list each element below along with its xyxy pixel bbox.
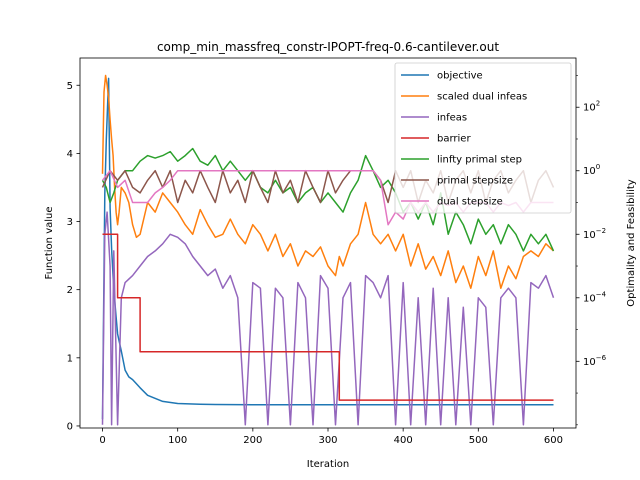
- y2-tick-exponent: 0: [596, 163, 600, 171]
- legend: objective scaled dual infeas infeas barrier…: [394, 62, 572, 214]
- legend-label-primal-stepsize: primal stepsize: [437, 176, 513, 187]
- y-axis-label: Function value: [44, 206, 55, 279]
- x-axis-label: Iteration: [307, 459, 349, 470]
- y2-tick-label: 10−4: [583, 290, 607, 304]
- x-axis: 0 100 200 300 400 500 600: [99, 428, 563, 446]
- legend-label-linfty-primal-step: linfty primal step: [437, 155, 522, 166]
- y2-tick-base: 10: [583, 103, 596, 114]
- x-tick-label: 200: [243, 435, 262, 446]
- y2-tick-label: 10−6: [583, 354, 607, 368]
- series-line-objective: [101, 77, 554, 420]
- series-line-infeas: [101, 211, 555, 426]
- y-tick-label: 2: [67, 285, 73, 296]
- x-tick-label: 100: [168, 435, 187, 446]
- y-axis-left: 0 1 2 3 4 5: [67, 81, 80, 432]
- y2-tick-exponent: −4: [596, 290, 607, 298]
- series-line-scaled-dual-infeas: [101, 74, 555, 289]
- legend-label-objective: objective: [437, 71, 483, 82]
- series-line-barrier: [102, 233, 554, 401]
- y-tick-label: 4: [67, 149, 73, 160]
- legend-box: [394, 62, 572, 214]
- y2-tick-label: 102: [583, 100, 600, 114]
- y2-tick-exponent: −2: [596, 227, 606, 235]
- x-tick-label: 300: [318, 435, 337, 446]
- y-tick-label: 1: [67, 353, 73, 364]
- y2-axis-label: Optimality and Feasibility: [626, 179, 637, 306]
- y-tick-label: 0: [67, 421, 73, 432]
- y2-tick-base: 10: [583, 230, 596, 241]
- x-tick-label: 600: [544, 435, 563, 446]
- x-tick-label: 500: [469, 435, 488, 446]
- legend-label-scaled-dual-infeas: scaled dual infeas: [437, 92, 527, 103]
- y2-tick-base: 10: [583, 357, 596, 368]
- y-tick-label: 3: [67, 217, 73, 228]
- y2-tick-exponent: 2: [596, 100, 600, 108]
- y-tick-label: 5: [67, 81, 73, 92]
- y2-tick-exponent: −6: [596, 354, 607, 362]
- y2-tick-base: 10: [583, 166, 596, 177]
- legend-label-infeas: infeas: [437, 113, 467, 124]
- legend-label-dual-stepsize: dual stepsize: [437, 197, 503, 208]
- y2-tick-label: 100: [583, 163, 600, 177]
- x-tick-label: 400: [394, 435, 413, 446]
- y2-tick-base: 10: [583, 293, 596, 304]
- x-tick-label: 0: [99, 435, 105, 446]
- chart-title: comp_min_massfreq_constr-IPOPT-freq-0.6-…: [157, 40, 499, 54]
- y2-tick-label: 10−2: [583, 227, 606, 241]
- legend-label-barrier: barrier: [437, 134, 471, 145]
